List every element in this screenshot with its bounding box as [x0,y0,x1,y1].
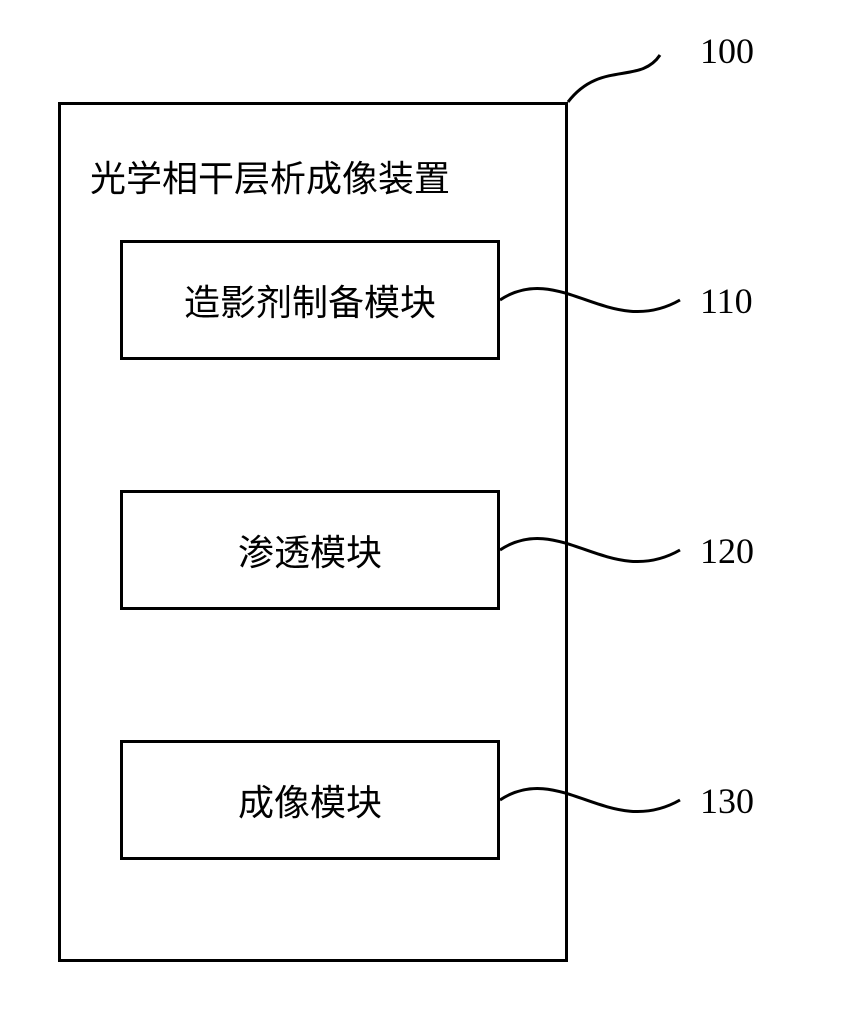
diagram-canvas: 光学相干层析成像装置 造影剂制备模块 渗透模块 成像模块 100 110 120… [0,0,858,1027]
connector-path-130 [500,788,680,811]
connector-130 [0,0,858,1027]
